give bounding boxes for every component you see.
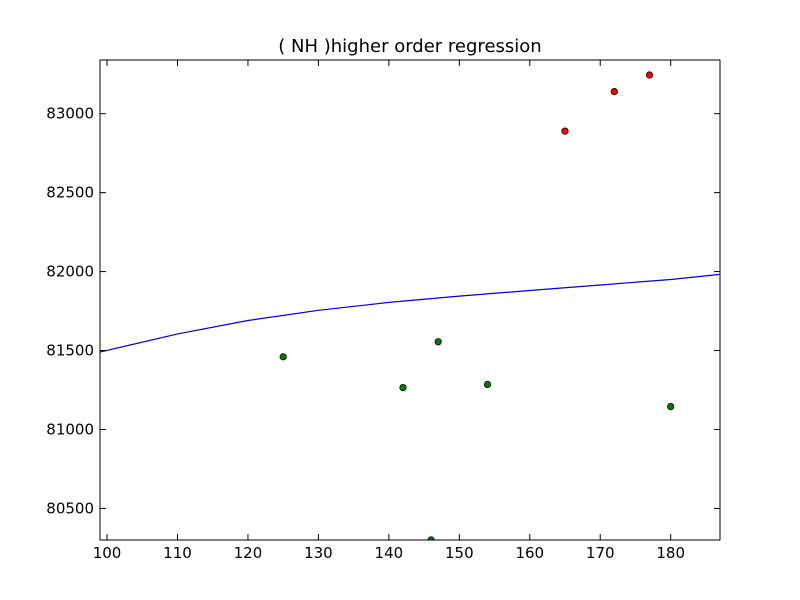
data-point-s0-3 [483, 380, 492, 389]
x-tick-label: 160 [515, 544, 544, 562]
y-tick-label: 81500 [46, 342, 94, 360]
x-tick-label: 140 [375, 544, 404, 562]
data-point-s1-1 [610, 88, 618, 96]
regression-curve [100, 273, 720, 353]
y-tick-label: 82000 [46, 263, 94, 281]
x-tick-label: 110 [163, 544, 192, 562]
y-tick-label: 81000 [46, 420, 94, 438]
data-point-s0-4 [667, 402, 675, 411]
x-tick-label: 150 [445, 544, 474, 562]
data-point-s0-2 [434, 338, 442, 346]
plot-area: 100 110 120 130 140 150 160 170 180 80500 81000 815… [46, 59, 721, 562]
y-tick-label: 82500 [46, 184, 94, 202]
y-tick-label: 83000 [46, 105, 94, 123]
x-tick-label: 120 [234, 544, 263, 562]
x-tick-label: 170 [586, 544, 615, 562]
y-tick-label: 80500 [46, 499, 94, 517]
x-tick-label: 180 [656, 544, 685, 562]
data-point-s1-0 [561, 127, 569, 135]
data-marks [100, 71, 720, 540]
plot-frame [99, 59, 721, 541]
x-tick-label: 100 [93, 544, 122, 562]
data-point-s1-2 [645, 71, 654, 79]
data-point-s0-1 [399, 383, 407, 392]
data-point-s0-0 [279, 353, 287, 361]
chart-title: ( NH )higher order regression [278, 36, 541, 57]
x-tick-label: 130 [304, 544, 333, 562]
